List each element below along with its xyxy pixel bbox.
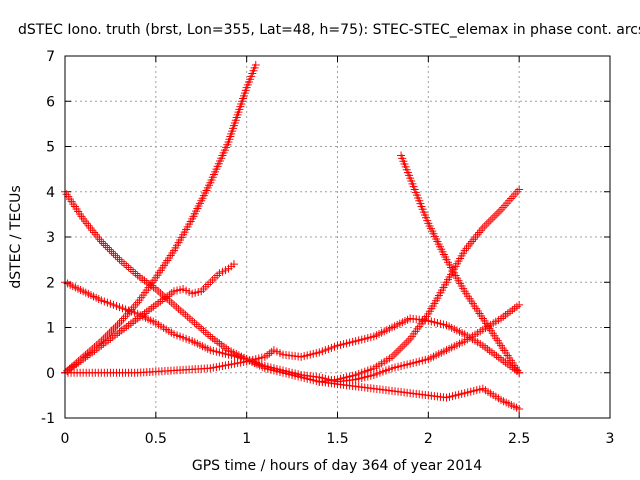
data-point [492,209,501,218]
chart-title: dSTEC Iono. truth (brst, Lon=355, Lat=48… [18,22,640,38]
data-point [392,348,401,357]
y-tick-label: 1 [46,321,55,337]
data-point [494,207,503,216]
x-tick-label: 2 [424,431,433,447]
plot-frame [64,55,611,419]
x-tick-label: 1 [242,431,251,447]
data-point [107,327,116,336]
y-tick-label: 6 [46,94,55,110]
data-point [402,338,411,347]
data-point [97,237,106,246]
data-point [229,260,238,269]
data-point [388,352,396,361]
data-point [482,219,491,228]
y-tick-label: 0 [46,366,55,382]
data-point [101,241,110,250]
x-tick-label: 3 [606,431,615,447]
data-point [111,322,120,331]
data-point [109,249,118,258]
data-point [400,340,409,349]
data-point [478,223,487,232]
data-point [515,368,524,377]
series-7 [315,185,524,386]
data-points [61,61,524,413]
data-point [488,213,497,222]
data-point [111,251,120,260]
data-point [398,342,407,351]
tick-labels: 0 0.5 1 1.5 2 2.5 3 -1 0 1 2 3 4 5 6 7 [41,49,614,447]
data-point [394,346,403,355]
data-point [515,300,524,309]
data-point [99,239,108,248]
data-point [480,221,489,230]
data-point [390,350,399,359]
series-1 [61,61,260,377]
data-point [396,344,405,353]
data-point [484,217,493,226]
data-point [113,253,122,262]
x-tick-label: 0.5 [145,431,167,447]
data-point [113,320,122,329]
series-5 [61,314,524,377]
y-tick-label: 5 [46,140,55,156]
data-point [103,243,112,252]
x-tick-label: 2.5 [508,431,530,447]
y-tick-label: 2 [46,275,55,291]
data-point [105,329,114,338]
data-point [107,247,116,256]
data-point [251,61,260,70]
data-point [486,215,495,224]
y-axis-label: dSTEC / TECUs [8,185,24,288]
data-point [109,325,118,334]
data-point [515,185,524,194]
x-axis-label: GPS time / hours of day 364 of year 2014 [192,458,482,474]
data-point [404,336,413,345]
data-point [105,245,114,254]
data-point [515,404,524,413]
y-tick-label: 3 [46,230,55,246]
data-point [490,211,499,220]
x-tick-label: 0 [61,431,70,447]
y-tick-label: -1 [41,411,55,427]
x-tick-label: 1.5 [326,431,348,447]
y-tick-label: 4 [46,185,55,201]
y-tick-label: 7 [46,49,55,65]
